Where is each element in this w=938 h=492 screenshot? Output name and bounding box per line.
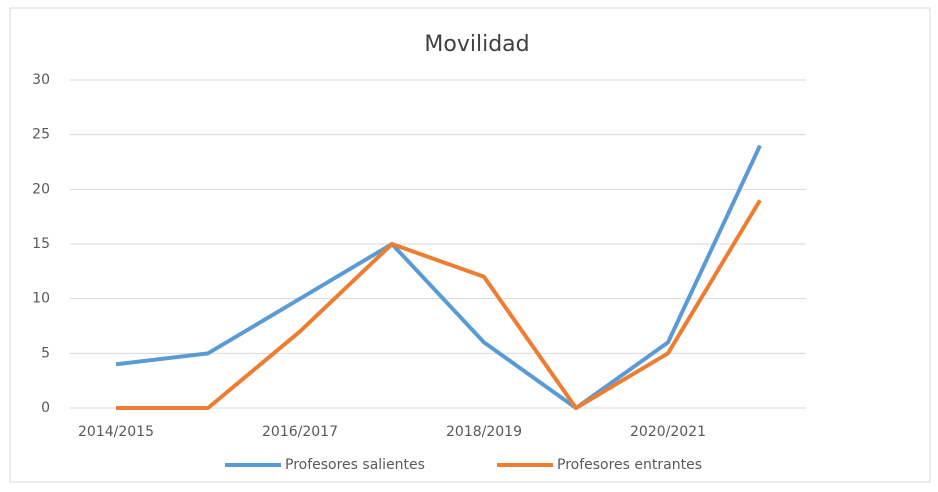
x-tick-label: 2018/2019	[446, 424, 522, 440]
y-tick-label: 30	[32, 72, 50, 88]
x-tick-label: 2014/2015	[78, 424, 154, 440]
y-tick-label: 25	[32, 127, 50, 143]
y-tick-label: 10	[32, 291, 50, 307]
chart-title: Movilidad	[424, 32, 529, 57]
series-line	[115, 144, 762, 410]
x-tick-label: 2020/2021	[630, 424, 706, 440]
legend-label: Profesores entrantes	[557, 457, 702, 473]
chart-frame	[9, 7, 931, 483]
series-line	[116, 199, 762, 410]
y-tick-label: 0	[41, 400, 50, 416]
x-tick-label: 2016/2017	[262, 424, 338, 440]
y-tick-label: 5	[41, 345, 50, 361]
y-tick-label: 20	[32, 181, 50, 197]
y-tick-label: 15	[32, 236, 50, 252]
legend-label: Profesores salientes	[285, 457, 425, 473]
